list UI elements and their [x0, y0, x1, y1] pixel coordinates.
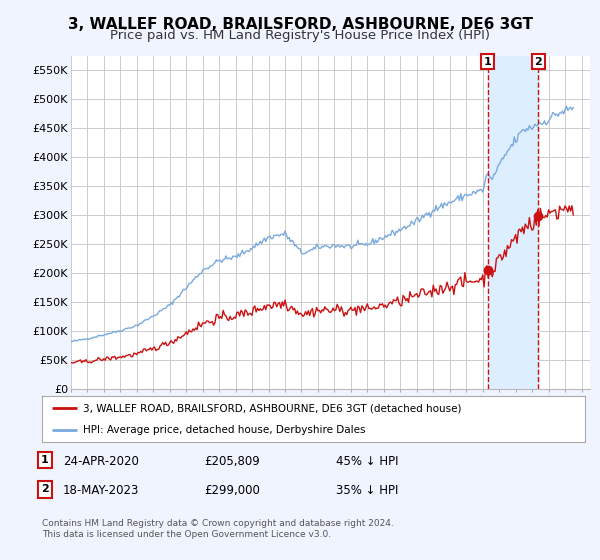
Text: 1: 1	[484, 57, 491, 67]
Bar	[488, 56, 538, 389]
Text: 18-MAY-2023: 18-MAY-2023	[63, 484, 139, 497]
Text: Contains HM Land Registry data © Crown copyright and database right 2024.
This d: Contains HM Land Registry data © Crown c…	[42, 519, 394, 539]
Text: 3, WALLEF ROAD, BRAILSFORD, ASHBOURNE, DE6 3GT: 3, WALLEF ROAD, BRAILSFORD, ASHBOURNE, D…	[67, 17, 533, 32]
Text: 45% ↓ HPI: 45% ↓ HPI	[336, 455, 398, 468]
Text: Price paid vs. HM Land Registry's House Price Index (HPI): Price paid vs. HM Land Registry's House …	[110, 29, 490, 42]
Text: 3, WALLEF ROAD, BRAILSFORD, ASHBOURNE, DE6 3GT (detached house): 3, WALLEF ROAD, BRAILSFORD, ASHBOURNE, D…	[83, 403, 461, 413]
Text: 2: 2	[535, 57, 542, 67]
Text: 35% ↓ HPI: 35% ↓ HPI	[336, 484, 398, 497]
Text: 24-APR-2020: 24-APR-2020	[63, 455, 139, 468]
Text: HPI: Average price, detached house, Derbyshire Dales: HPI: Average price, detached house, Derb…	[83, 426, 365, 436]
Text: 2: 2	[41, 484, 49, 494]
Text: £299,000: £299,000	[204, 484, 260, 497]
Text: £205,809: £205,809	[204, 455, 260, 468]
Text: 1: 1	[41, 455, 49, 465]
